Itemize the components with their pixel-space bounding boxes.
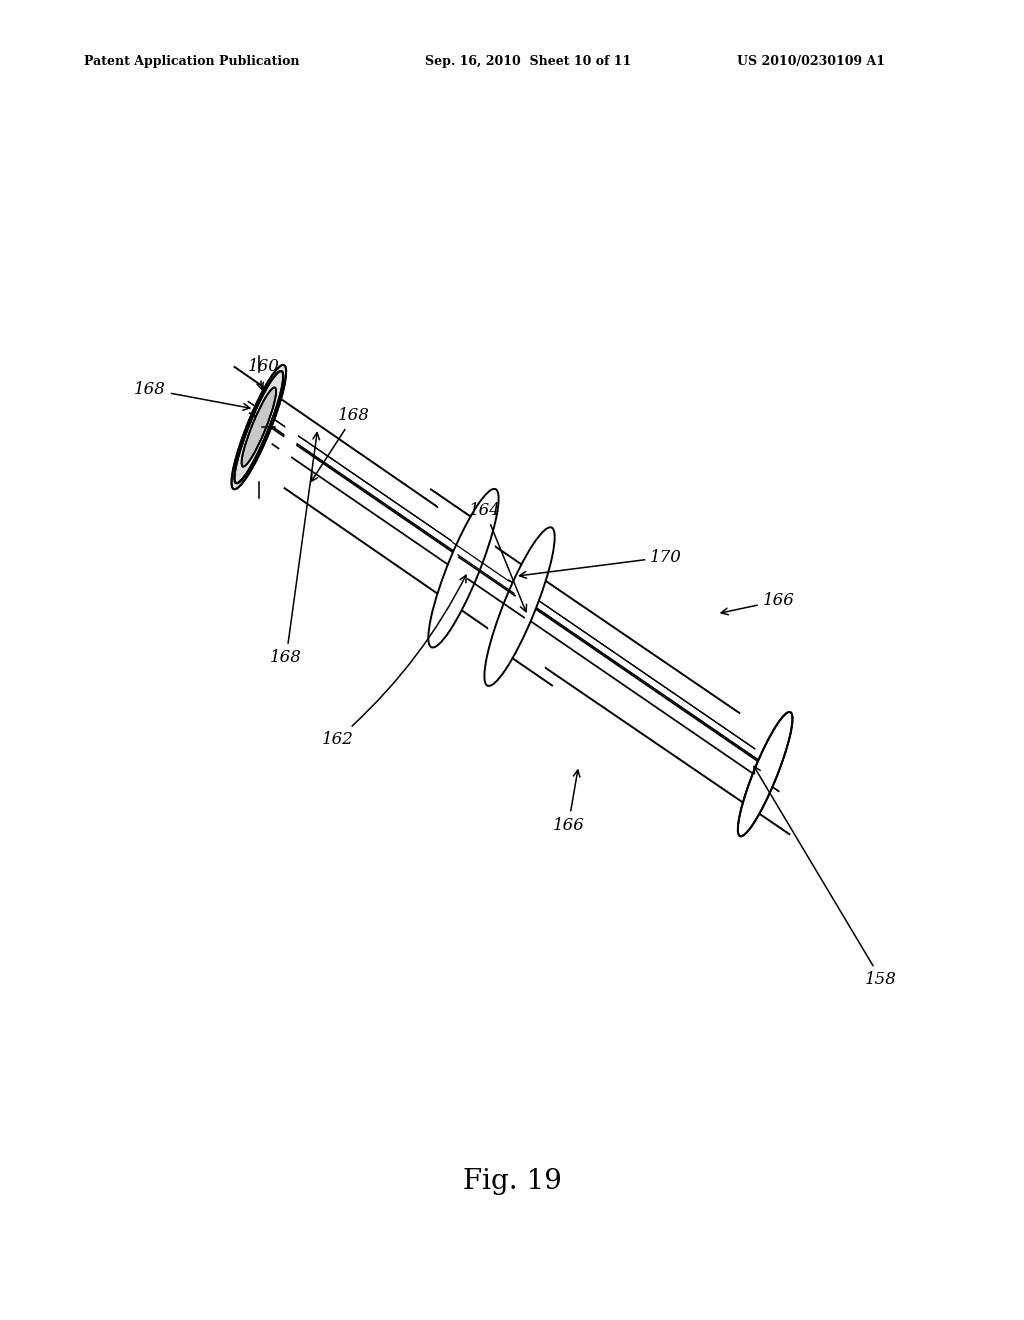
Text: 170: 170: [519, 549, 682, 578]
Ellipse shape: [242, 388, 276, 467]
Ellipse shape: [428, 488, 499, 648]
Ellipse shape: [484, 527, 555, 686]
Ellipse shape: [738, 711, 793, 837]
Text: Sep. 16, 2010  Sheet 10 of 11: Sep. 16, 2010 Sheet 10 of 11: [425, 55, 631, 69]
Text: 158: 158: [754, 767, 897, 987]
Text: Fig. 19: Fig. 19: [463, 1168, 561, 1195]
Text: 160: 160: [248, 359, 281, 389]
Text: Patent Application Publication: Patent Application Publication: [84, 55, 299, 69]
Text: 164: 164: [469, 503, 526, 611]
Text: 166: 166: [721, 593, 795, 615]
Polygon shape: [431, 490, 552, 685]
Text: 162: 162: [322, 576, 466, 747]
Wedge shape: [276, 425, 299, 465]
Text: 168: 168: [311, 408, 370, 482]
Ellipse shape: [231, 364, 286, 490]
Text: 168: 168: [270, 433, 319, 665]
Text: 168: 168: [134, 381, 250, 411]
Text: US 2010/0230109 A1: US 2010/0230109 A1: [737, 55, 886, 69]
Text: 166: 166: [552, 770, 585, 833]
